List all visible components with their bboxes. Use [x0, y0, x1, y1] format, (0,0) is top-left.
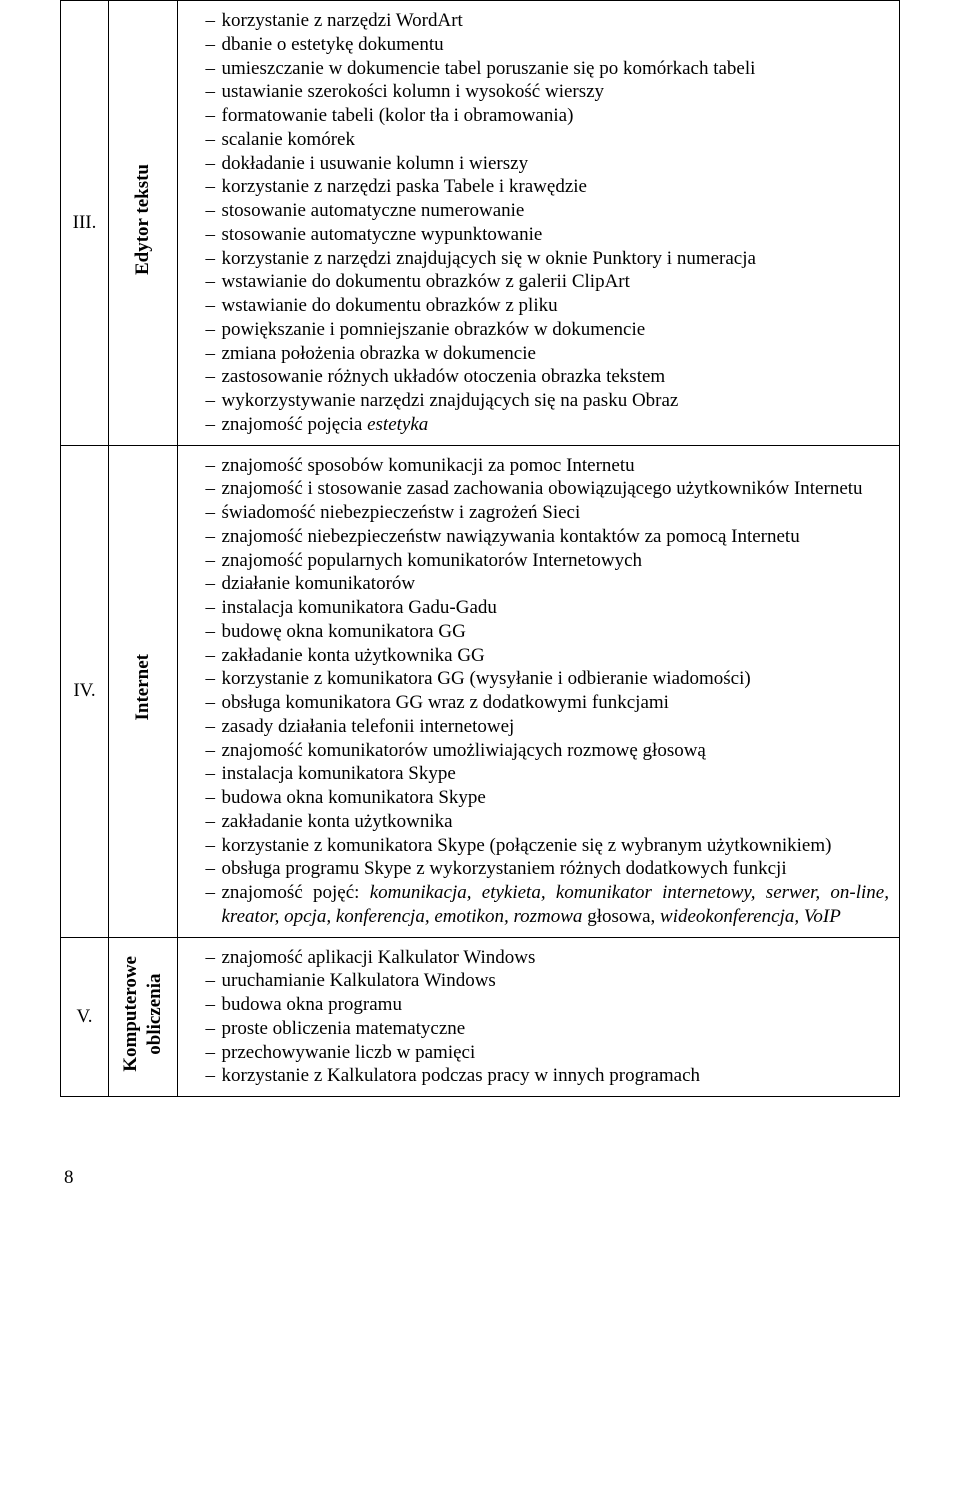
row-category: Edytor tekstu [109, 1, 178, 446]
row-content: znajomość sposobów komunikacji za pomoc … [177, 445, 900, 937]
list-item: korzystanie z narzędzi znajdujących się … [206, 247, 890, 271]
list-item: wykorzystywanie narzędzi znajdujących si… [206, 389, 890, 413]
item-list: znajomość sposobów komunikacji za pomoc … [188, 454, 890, 929]
table-row: III. Edytor tekstu korzystanie z narzędzi … [61, 1, 900, 446]
list-item: scalanie komórek [206, 128, 890, 152]
page-number: 8 [64, 1167, 900, 1189]
list-item: znajomość popularnych komunikatorów Inte… [206, 549, 890, 573]
list-item: znajomość aplikacji Kalkulator Windows [206, 946, 890, 970]
list-item: działanie komunikatorów [206, 572, 890, 596]
list-item: korzystanie z komunikatora GG (wysyłanie… [206, 667, 890, 691]
list-item: korzystanie z Kalkulatora podczas pracy … [206, 1064, 890, 1088]
list-item: zmiana położenia obrazka w dokumencie [206, 342, 890, 366]
list-item: obsługa komunikatora GG wraz z dodatkowy… [206, 691, 890, 715]
list-item: instalacja komunikatora Gadu-Gadu [206, 596, 890, 620]
row-number: III. [61, 1, 109, 446]
row-category: Internet [109, 445, 178, 937]
list-item: obsługa programu Skype z wykorzystaniem … [206, 857, 890, 881]
list-item: znajomość komunikatorów umożliwiających … [206, 739, 890, 763]
list-item: znajomość pojęć: komunikacja, etykieta, … [206, 881, 890, 929]
list-item: stosowanie automatyczne wypunktowanie [206, 223, 890, 247]
list-item: zakładanie konta użytkownika [206, 810, 890, 834]
row-category: Komputeroweobliczenia [109, 937, 178, 1097]
category-label: Komputeroweobliczenia [119, 956, 167, 1072]
list-item: znajomość pojęcia estetyka [206, 413, 890, 437]
list-item: przechowywanie liczb w pamięci [206, 1041, 890, 1065]
category-label: Internet [131, 654, 155, 720]
list-item: zastosowanie różnych układów otoczenia o… [206, 365, 890, 389]
list-item: zasady działania telefonii internetowej [206, 715, 890, 739]
list-item: budowę okna komunikatora GG [206, 620, 890, 644]
row-content: korzystanie z narzędzi WordArtdbanie o e… [177, 1, 900, 446]
list-item: uruchamianie Kalkulatora Windows [206, 969, 890, 993]
list-item: znajomość niebezpieczeństw nawiązywania … [206, 525, 890, 549]
row-number: V. [61, 937, 109, 1097]
list-item: ustawianie szerokości kolumn i wysokość … [206, 80, 890, 104]
list-item: znajomość sposobów komunikacji za pomoc … [206, 454, 890, 478]
list-item: budowa okna programu [206, 993, 890, 1017]
curriculum-table: III. Edytor tekstu korzystanie z narzędzi … [60, 0, 900, 1097]
table-row: V.Komputeroweobliczenia znajomość aplikac… [61, 937, 900, 1097]
row-content: znajomość aplikacji Kalkulator Windowsur… [177, 937, 900, 1097]
list-item: budowa okna komunikatora Skype [206, 786, 890, 810]
list-item: znajomość i stosowanie zasad zachowania … [206, 477, 890, 501]
list-item: proste obliczenia matematyczne [206, 1017, 890, 1041]
list-item: instalacja komunikatora Skype [206, 762, 890, 786]
list-item: dokładanie i usuwanie kolumn i wierszy [206, 152, 890, 176]
item-list: korzystanie z narzędzi WordArtdbanie o e… [188, 9, 890, 437]
list-item: umieszczanie w dokumencie tabel poruszan… [206, 57, 890, 81]
list-item: dbanie o estetykę dokumentu [206, 33, 890, 57]
item-list: znajomość aplikacji Kalkulator Windowsur… [188, 946, 890, 1089]
list-item: formatowanie tabeli (kolor tła i obramow… [206, 104, 890, 128]
list-item: korzystanie z narzędzi WordArt [206, 9, 890, 33]
row-number: IV. [61, 445, 109, 937]
table-row: IV. Internet znajomość sposobów komunikacj… [61, 445, 900, 937]
category-label: Edytor tekstu [131, 164, 155, 275]
document-page: III. Edytor tekstu korzystanie z narzędzi … [0, 0, 960, 1229]
list-item: stosowanie automatyczne numerowanie [206, 199, 890, 223]
list-item: powiększanie i pomniejszanie obrazków w … [206, 318, 890, 342]
list-item: świadomość niebezpieczeństw i zagrożeń S… [206, 501, 890, 525]
list-item: wstawianie do dokumentu obrazków z galer… [206, 270, 890, 294]
list-item: wstawianie do dokumentu obrazków z pliku [206, 294, 890, 318]
list-item: korzystanie z narzędzi paska Tabele i kr… [206, 175, 890, 199]
list-item: korzystanie z komunikatora Skype (połącz… [206, 834, 890, 858]
list-item: zakładanie konta użytkownika GG [206, 644, 890, 668]
